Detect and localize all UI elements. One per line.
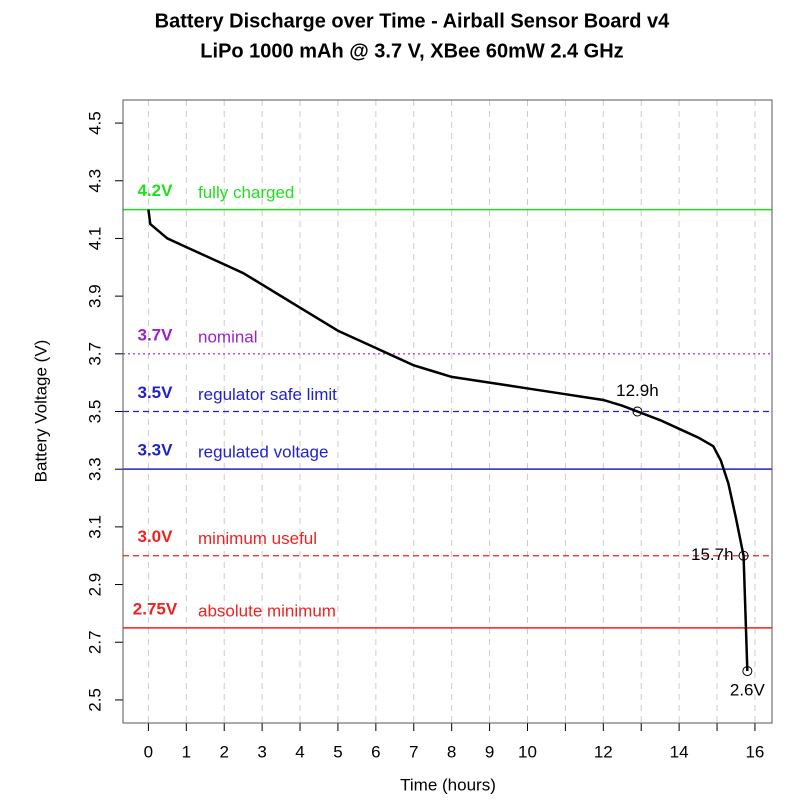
plot-frame	[122, 99, 773, 724]
y-tick-label: 2.7	[85, 630, 104, 654]
reference-text: minimum useful	[198, 529, 317, 548]
y-tick-label: 2.5	[85, 688, 104, 712]
reference-value: 4.2V	[138, 181, 174, 200]
reference-text: regulated voltage	[198, 443, 328, 462]
marker	[632, 406, 643, 417]
y-tick-label: 3.5	[85, 400, 104, 424]
reference-text: fully charged	[198, 183, 294, 202]
y-tick-label: 4.3	[85, 169, 104, 193]
y-axis-label: Battery Voltage (V)	[31, 340, 50, 483]
y-tick-label: 3.7	[85, 342, 104, 366]
chart-title: Battery Discharge over Time - Airball Se…	[155, 10, 671, 32]
x-tick-label: 16	[745, 742, 764, 761]
x-tick-label: 5	[333, 742, 342, 761]
y-tick-label: 3.1	[85, 515, 104, 539]
x-tick-label: 7	[409, 742, 418, 761]
reference-text: regulator safe limit	[198, 385, 337, 404]
x-tick-label: 3	[257, 742, 266, 761]
marker-label: 15.7h	[691, 545, 734, 564]
marker-label: 12.9h	[616, 381, 659, 400]
reference-value: 2.75V	[133, 599, 178, 618]
marker	[742, 666, 753, 677]
x-axis-label: Time (hours)	[400, 775, 496, 794]
y-tick-label: 3.3	[85, 457, 104, 481]
reference-text: nominal	[198, 327, 258, 346]
reference-value: 3.7V	[138, 325, 174, 344]
reference-value: 3.5V	[138, 383, 174, 402]
x-tick-label: 10	[518, 742, 537, 761]
x-tick-label: 9	[485, 742, 494, 761]
x-tick-label: 8	[447, 742, 456, 761]
x-tick-label: 12	[594, 742, 613, 761]
chart-subtitle: LiPo 1000 mAh @ 3.7 V, XBee 60mW 2.4 GHz	[200, 40, 623, 62]
y-tick-label: 2.9	[85, 573, 104, 597]
reference-value: 3.0V	[138, 527, 174, 546]
x-tick-label: 14	[670, 742, 689, 761]
marker-label: 2.6V	[730, 681, 766, 700]
y-tick-label: 4.1	[85, 227, 104, 251]
reference-value: 3.3V	[138, 441, 174, 460]
x-tick-label: 2	[219, 742, 228, 761]
x-tick-label: 4	[295, 742, 304, 761]
y-tick-label: 3.9	[85, 284, 104, 308]
y-tick-label: 4.5	[85, 111, 104, 135]
x-tick-label: 0	[144, 742, 153, 761]
x-tick-label: 1	[182, 742, 191, 761]
reference-text: absolute minimum	[198, 601, 336, 620]
marker	[738, 550, 749, 561]
data-line	[147, 209, 749, 672]
x-tick-label: 6	[371, 742, 380, 761]
